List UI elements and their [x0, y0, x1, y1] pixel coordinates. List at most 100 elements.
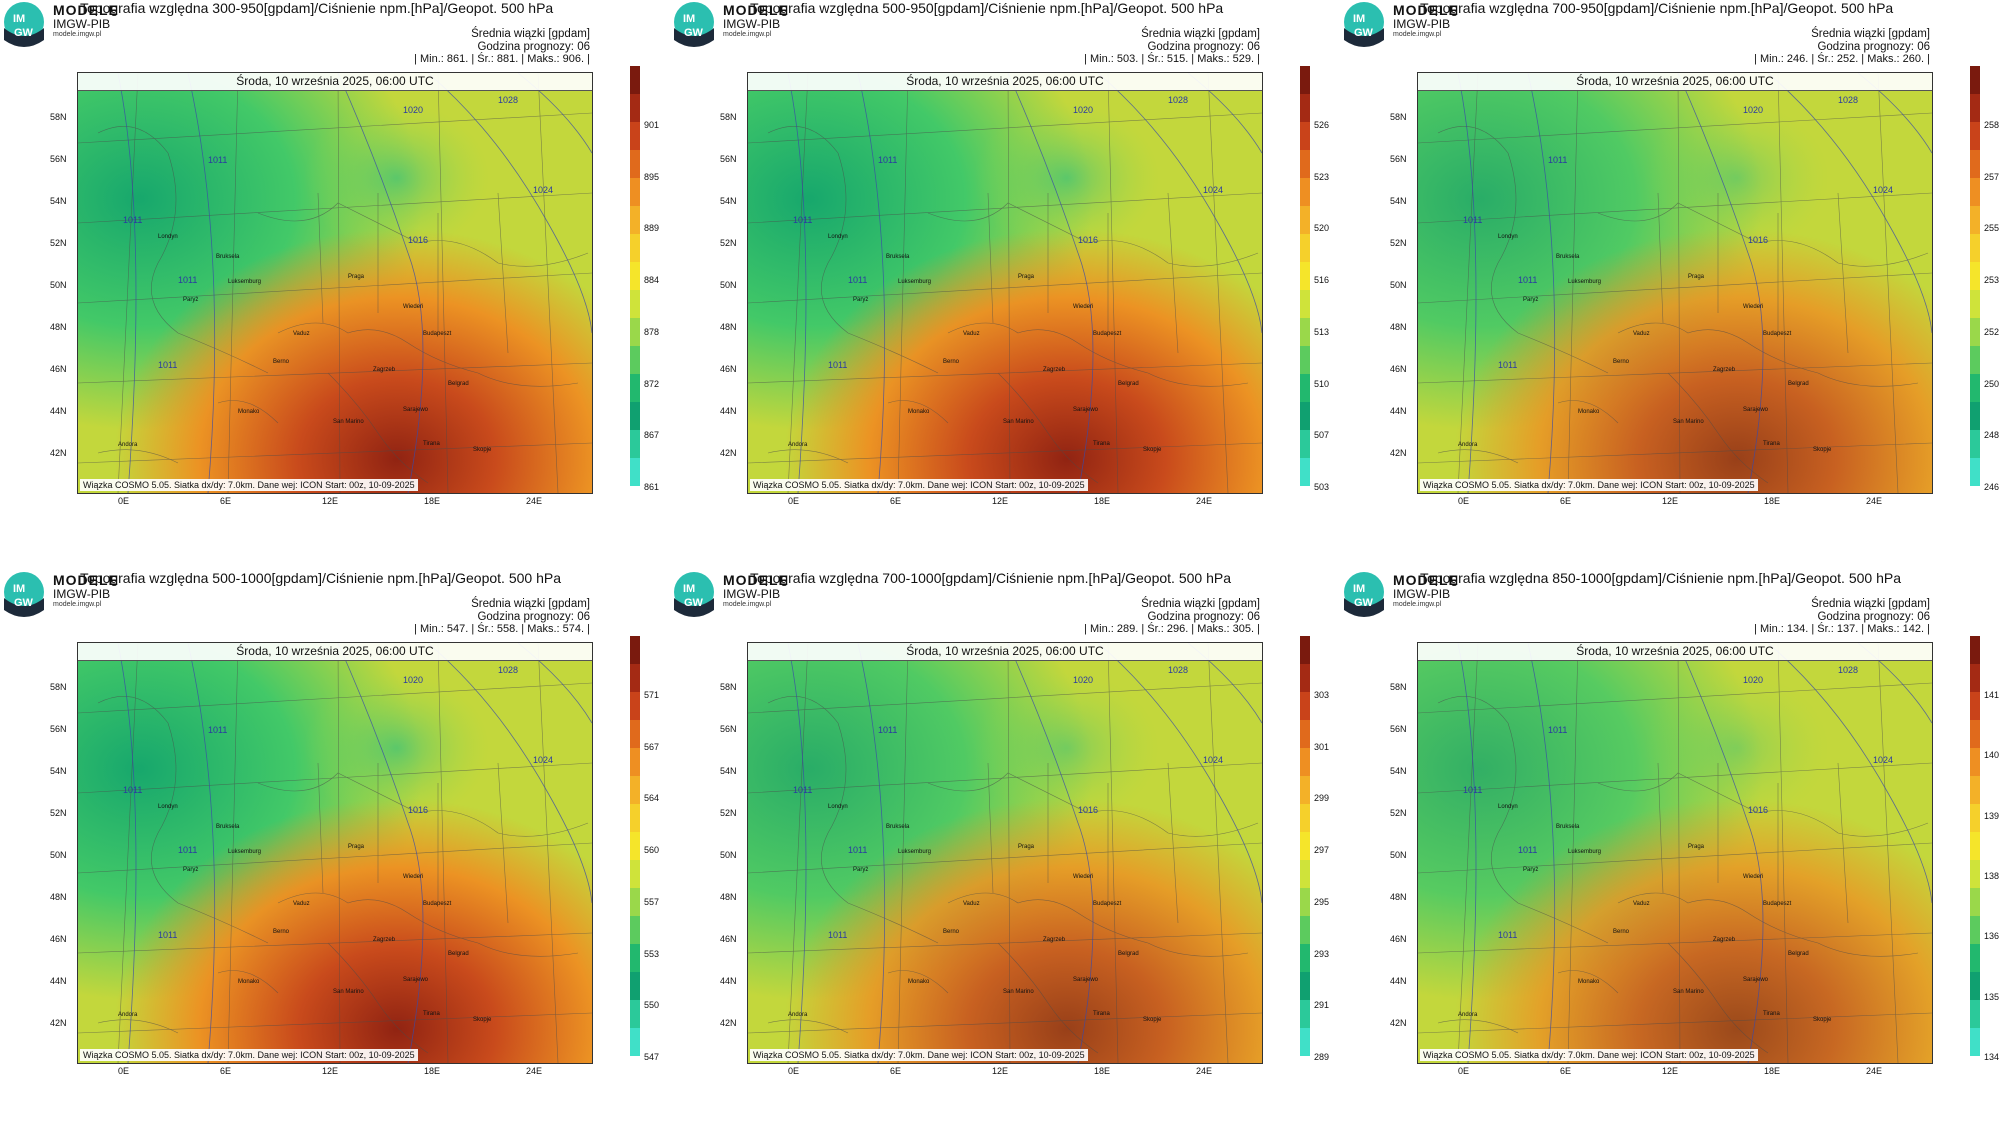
city-label: Monako [1578, 979, 1600, 985]
colorbar-tick: 291 [1314, 1000, 1330, 1011]
isobar-label: 1011 [1463, 215, 1482, 225]
map-field: 1011 1011 1016 1020 1024 1028 1011 1011 Londyn B… [78, 73, 592, 493]
isobar-label: 1011 [208, 725, 227, 735]
lon-label: 0E [118, 1066, 130, 1076]
panel-info: Średnia wiązki [gpdam] Godzina prognozy:… [1084, 28, 1260, 66]
city-label: Wiedeń [1743, 874, 1763, 880]
colorbar-step [1300, 972, 1310, 1001]
panel-title: Topografia względna 700-1000[gpdam]/Ciśn… [750, 570, 1231, 586]
colorbar-step [1970, 374, 1980, 403]
colorbar-tick: 503 [1314, 482, 1330, 492]
colorbar-tick: 547 [644, 1052, 660, 1062]
isobar-label: 1011 [1463, 785, 1482, 795]
lon-label: 6E [1560, 496, 1572, 506]
city-label: Wiedeń [1073, 874, 1093, 880]
isobar-label: 1016 [408, 805, 428, 815]
forecast-map[interactable]: 1011 1011 1016 1020 1024 1028 1011 1011 Londyn B… [747, 72, 1263, 494]
lon-label: 18E [1764, 496, 1781, 506]
city-label: Andora [788, 442, 808, 448]
colorbar-tick: 513 [1314, 326, 1330, 337]
colorbar-tick: 250 [1984, 378, 2000, 389]
lat-label: 48N [720, 322, 737, 332]
colorbar-step [1300, 944, 1310, 973]
colorbar-tick: 567 [644, 741, 660, 752]
city-label: Praga [1018, 274, 1035, 280]
colorbar-tick: 507 [1314, 430, 1330, 441]
colorbar-step [1970, 206, 1980, 235]
colorbar-tick: 901 [644, 120, 660, 130]
brand-url: modele.imgw.pl [53, 31, 102, 38]
city-label: Londyn [158, 234, 178, 240]
colorbar-step [630, 94, 640, 123]
colorbar-step [630, 206, 640, 235]
isobar-label: 1024 [1203, 755, 1223, 765]
isobar-label: 1011 [158, 930, 177, 940]
forecast-map[interactable]: 1011 1011 1016 1020 1024 1028 1011 1011 Londyn B… [77, 642, 593, 1064]
brand-org: IMGW-PIB [1393, 17, 1451, 31]
isobar-label: 1020 [1073, 105, 1093, 115]
lon-label: 24E [1196, 496, 1213, 506]
isobar-label: 1028 [1168, 665, 1188, 675]
lat-label: 58N [1390, 112, 1407, 122]
city-label: Berno [1613, 359, 1630, 365]
colorbar-step [1300, 748, 1310, 777]
lat-label: 42N [720, 1018, 737, 1028]
colorbar-step [1300, 636, 1310, 665]
map-title: Środa, 10 września 2025, 06:00 UTC [748, 73, 1262, 91]
forecast-map[interactable]: 1011 1011 1016 1020 1024 1028 1011 1011 Londyn B… [77, 72, 593, 494]
stats-label: | Min.: 246. | Śr.: 252. | Maks.: 260. | [1754, 53, 1930, 65]
colorbar-step [1300, 664, 1310, 693]
lat-label: 56N [720, 154, 737, 164]
isobar-label: 1020 [1743, 105, 1763, 115]
colorbar-step [630, 944, 640, 973]
lon-label: 0E [118, 496, 130, 506]
city-label: Vaduz [293, 331, 310, 337]
lat-label: 42N [720, 448, 737, 458]
stats-label: | Min.: 503. | Śr.: 515. | Maks.: 529. | [1084, 53, 1260, 65]
colorbar-step [1970, 860, 1980, 889]
city-label: Luksemburg [1568, 279, 1601, 285]
colorbar-step [630, 178, 640, 207]
city-label: Monako [238, 979, 260, 985]
isobar-label: 1020 [1743, 675, 1763, 685]
isobar-label: 1024 [1203, 185, 1223, 195]
colorbar-step [1970, 402, 1980, 431]
lat-label: 56N [1390, 154, 1407, 164]
forecast-map[interactable]: 1011 1011 1016 1020 1024 1028 1011 1011 Londyn B… [747, 642, 1263, 1064]
colorbar-step [630, 66, 640, 95]
colorbar-tick: 867 [644, 430, 660, 441]
map-title: Środa, 10 września 2025, 06:00 UTC [1418, 73, 1932, 91]
hour-label: Godzina prognozy: 06 [1817, 40, 1930, 53]
city-label: Wiedeń [403, 874, 423, 880]
colorbar-tick: 289 [1314, 1052, 1330, 1062]
hour-label: Godzina prognozy: 06 [1147, 610, 1260, 623]
hour-label: Godzina prognozy: 06 [477, 610, 590, 623]
lat-label: 54N [1390, 766, 1407, 776]
stats-label: | Min.: 547. | Śr.: 558. | Maks.: 574. | [414, 623, 590, 635]
city-label: Belgrad [1788, 381, 1809, 387]
colorbar-step [1970, 720, 1980, 749]
city-label: Berno [273, 359, 290, 365]
forecast-map[interactable]: 1011 1011 1016 1020 1024 1028 1011 1011 Londyn B… [1417, 72, 1933, 494]
city-label: Sarajewo [403, 977, 429, 983]
isobar-label: 1011 [208, 155, 227, 165]
city-label: Tirana [423, 1011, 440, 1017]
imgw-logo-icon: IM GW [4, 572, 44, 617]
lon-label: 24E [1866, 1066, 1883, 1076]
isobar-label: 1028 [498, 95, 518, 105]
forecast-map[interactable]: 1011 1011 1016 1020 1024 1028 1011 1011 Londyn B… [1417, 642, 1933, 1064]
colorbar [1970, 66, 1980, 486]
lat-label: 44N [50, 976, 67, 986]
lat-label: 54N [720, 766, 737, 776]
stats-label: | Min.: 289. | Śr.: 296. | Maks.: 305. | [1084, 623, 1260, 635]
lat-label: 54N [720, 196, 737, 206]
colorbar-tick: 526 [1314, 120, 1330, 130]
colorbar-step [1970, 664, 1980, 693]
colorbar-step [1970, 150, 1980, 179]
city-label: Budapeszt [1763, 331, 1792, 337]
city-label: Praga [1688, 274, 1705, 280]
colorbar-tick: 872 [644, 378, 660, 389]
colorbar-step [1300, 318, 1310, 347]
brand-org: IMGW-PIB [53, 587, 111, 601]
city-label: Skopje [473, 447, 492, 453]
